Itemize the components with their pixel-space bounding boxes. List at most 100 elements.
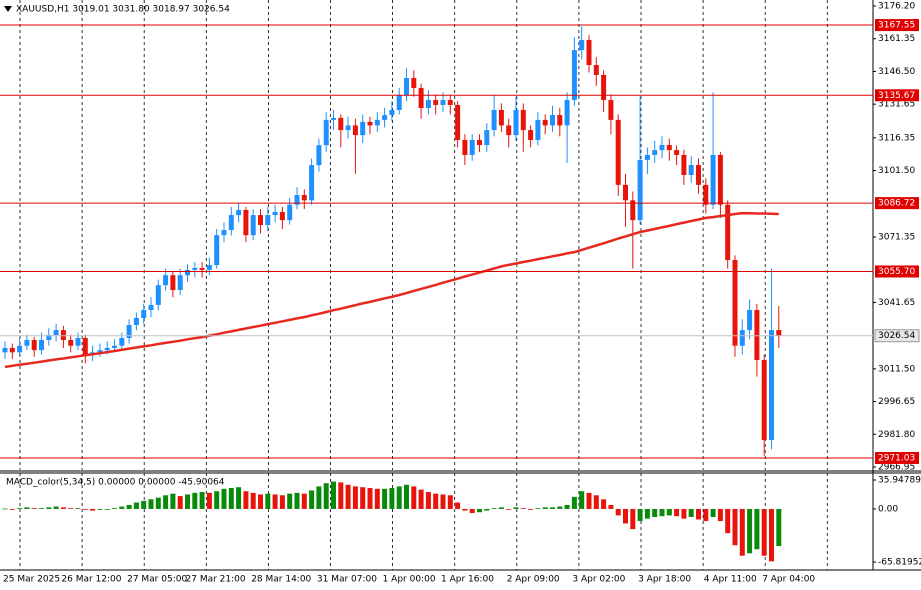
candle-body	[462, 139, 468, 155]
candle-body	[323, 119, 329, 146]
macd-bar	[396, 486, 402, 509]
candle-body	[681, 154, 687, 175]
candle-body	[133, 317, 139, 326]
candle-body	[236, 210, 242, 216]
macd-bar	[425, 492, 431, 509]
menu-icon[interactable]	[4, 6, 12, 12]
macd-bar	[754, 508, 760, 550]
macd-bar	[389, 488, 395, 509]
candle-body	[506, 125, 512, 136]
macd-bar	[703, 508, 709, 522]
x-tick-label: 1 Apr 00:00	[383, 575, 436, 585]
candle-body	[491, 109, 497, 131]
macd-bar	[484, 508, 490, 511]
level-label-box	[875, 89, 919, 102]
macd-bar	[571, 496, 577, 509]
candle-body	[2, 347, 8, 353]
macd-bar	[243, 491, 249, 509]
macd-bar	[462, 508, 468, 511]
candle-body	[185, 269, 190, 276]
macd-bar	[579, 491, 585, 509]
candle-body	[404, 78, 409, 96]
candle-body	[331, 117, 336, 120]
macd-bar	[309, 490, 315, 509]
macd-bar	[506, 508, 512, 510]
macd-bar	[265, 493, 271, 509]
candle-body	[608, 100, 614, 120]
macd-bar	[287, 493, 293, 509]
macd-title: MACD_color(5,34,5) 0.00000 0.00000 -45.9…	[6, 478, 225, 488]
macd-bar	[382, 488, 388, 509]
candle-body	[440, 100, 446, 105]
macd-bar	[739, 508, 745, 556]
macd-bar	[2, 508, 8, 510]
macd-bar	[681, 508, 687, 519]
y-tick-label: 3161.35	[878, 34, 915, 44]
candle-body	[352, 125, 358, 136]
level-label-box	[875, 452, 919, 465]
candle-body	[433, 100, 439, 105]
candle-body	[754, 310, 760, 361]
y-tick-label: 2966.95	[878, 463, 915, 473]
macd-bar	[520, 508, 526, 509]
macd-bar	[250, 492, 256, 509]
current-price-label: 3026.54	[878, 331, 915, 341]
candle-body	[119, 338, 125, 346]
candle-body	[659, 145, 665, 151]
macd-bar	[301, 493, 307, 509]
macd-bar	[644, 508, 650, 519]
candle-body	[747, 310, 753, 331]
macd-bar	[31, 508, 37, 509]
candle-body	[637, 159, 643, 221]
macd-bar	[623, 508, 628, 524]
candle-body	[60, 330, 66, 340]
candle-body	[192, 267, 198, 270]
x-tick-label: 27 Mar 05:00	[127, 575, 187, 585]
macd-bar	[513, 507, 519, 509]
macd-bar	[498, 507, 504, 509]
y-tick-label: 2996.65	[878, 397, 915, 407]
candle-body	[345, 125, 351, 131]
macd-bar	[97, 508, 103, 510]
candle-body	[68, 339, 74, 346]
level-label: 2971.03	[878, 454, 915, 464]
macd-bar	[528, 508, 534, 510]
level-label: 3167.55	[878, 21, 915, 31]
macd-bar	[177, 496, 183, 509]
candle-body	[294, 195, 300, 205]
macd-bar	[564, 504, 570, 509]
candle-body	[272, 211, 278, 216]
candle-body	[53, 330, 59, 335]
candle-body	[425, 100, 431, 109]
candle-body	[396, 95, 402, 110]
macd-bar	[630, 508, 636, 530]
current-price-box	[874, 329, 920, 343]
macd-bar	[345, 484, 351, 509]
macd-bar	[491, 508, 497, 509]
candle-body	[338, 117, 344, 131]
macd-bar	[272, 494, 278, 509]
candle-body	[75, 338, 81, 346]
candle-body	[258, 215, 263, 225]
macd-bar	[608, 504, 614, 509]
candle-body	[644, 154, 650, 160]
candle-body	[717, 154, 723, 205]
macd-bar	[331, 481, 336, 509]
y-tick-label: 35.94789	[878, 476, 921, 486]
candle-body	[374, 119, 380, 126]
candle-body	[112, 345, 117, 348]
candle-body	[710, 154, 716, 205]
y-tick-label: 3146.50	[878, 67, 915, 77]
candle-body	[586, 39, 592, 66]
macd-bar	[316, 486, 322, 509]
candle-body	[469, 139, 475, 155]
macd-bar	[674, 508, 680, 517]
candle-body	[382, 115, 388, 120]
macd-bar	[469, 508, 475, 513]
y-tick-label: 3101.50	[878, 166, 915, 176]
candle-body	[498, 109, 504, 126]
candle-body	[104, 347, 110, 351]
macd-bar	[39, 508, 44, 509]
candle-body	[630, 200, 636, 221]
candle-body	[206, 265, 212, 270]
